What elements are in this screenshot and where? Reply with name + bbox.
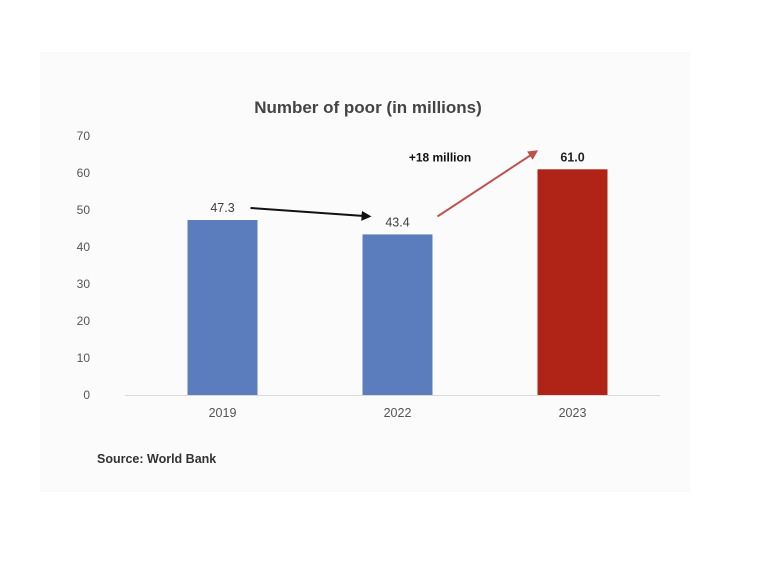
- bar-2019: [187, 219, 258, 395]
- y-tick-label: 30: [77, 277, 91, 291]
- bar-2022: [362, 234, 433, 395]
- y-axis: 0 10 20 30 40 50 60 70: [77, 129, 91, 402]
- chart-title: Number of poor (in millions): [254, 98, 482, 117]
- y-tick-label: 50: [77, 203, 91, 217]
- x-tick-label: 2022: [384, 406, 412, 420]
- x-tick-label: 2023: [559, 406, 587, 420]
- annotations: +18 million: [250, 150, 539, 221]
- change-annotation: +18 million: [409, 150, 471, 164]
- trend-arrow-2019-2022: [250, 206, 372, 221]
- bar-chart: Number of poor (in millions) 0 10 20 30 40 50…: [77, 98, 660, 466]
- bars: [187, 169, 608, 395]
- y-tick-label: 20: [77, 314, 91, 328]
- y-tick-label: 40: [77, 240, 91, 254]
- data-label-2019: 47.3: [210, 201, 234, 215]
- source-note: Source: World Bank: [97, 452, 216, 466]
- y-tick-label: 70: [77, 129, 91, 143]
- x-axis: 2019 2022 2023: [209, 406, 587, 420]
- x-tick-label: 2019: [209, 406, 237, 420]
- y-tick-label: 0: [83, 388, 90, 402]
- y-tick-label: 10: [77, 351, 91, 365]
- data-labels: 47.3 43.4 61.0: [210, 150, 584, 229]
- y-tick-label: 60: [77, 166, 91, 180]
- data-label-2023: 61.0: [560, 150, 584, 164]
- bar-2023: [537, 169, 608, 395]
- trend-arrow-2022-2023: [436, 150, 539, 218]
- chart-slide: Number of poor (in millions) 0 10 20 30 40 50…: [40, 52, 690, 492]
- data-label-2022: 43.4: [385, 215, 409, 229]
